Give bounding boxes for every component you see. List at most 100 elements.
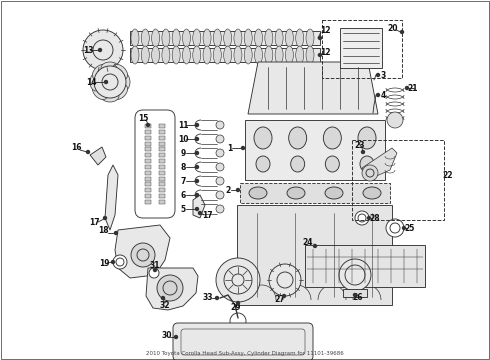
Bar [130,31,320,45]
Circle shape [104,81,107,84]
Ellipse shape [325,156,340,172]
Circle shape [339,259,371,291]
Bar [159,153,165,157]
Ellipse shape [265,46,273,64]
Bar [245,120,385,180]
Text: 2010 Toyota Corolla Head Sub-Assy, Cylinder Diagram for 11101-39686: 2010 Toyota Corolla Head Sub-Assy, Cylin… [146,351,344,356]
Circle shape [103,216,106,220]
Bar [145,177,151,181]
Ellipse shape [93,84,108,100]
Text: 9: 9 [180,149,186,158]
Bar [159,171,165,175]
Text: 17: 17 [202,211,212,220]
Bar [145,159,151,163]
Ellipse shape [244,29,252,47]
Bar [159,194,165,198]
FancyBboxPatch shape [173,323,313,360]
Polygon shape [248,62,378,114]
Circle shape [362,165,378,181]
Bar [159,188,165,192]
Circle shape [196,138,198,140]
Circle shape [362,150,365,153]
Ellipse shape [256,156,270,172]
Text: 29: 29 [231,302,241,311]
Ellipse shape [101,90,119,102]
Text: 33: 33 [203,293,213,302]
Text: 12: 12 [320,26,330,35]
Ellipse shape [90,73,102,91]
Bar [352,140,444,220]
Ellipse shape [151,29,160,47]
Text: 26: 26 [353,293,363,302]
Polygon shape [193,195,205,218]
Bar [322,20,402,78]
Bar [145,194,151,198]
Bar [159,183,165,186]
Text: 30: 30 [162,330,172,339]
Ellipse shape [254,127,272,149]
Text: 23: 23 [355,140,365,149]
Polygon shape [362,148,397,178]
Ellipse shape [141,46,149,64]
Ellipse shape [289,127,307,149]
Ellipse shape [182,46,191,64]
Text: 18: 18 [98,225,108,234]
Ellipse shape [101,62,119,74]
Circle shape [318,54,321,57]
Circle shape [386,219,404,237]
Bar [237,205,392,305]
Text: 19: 19 [99,258,109,267]
Ellipse shape [291,156,305,172]
Ellipse shape [275,46,283,64]
Circle shape [147,123,149,126]
Circle shape [230,313,246,329]
Text: 31: 31 [150,261,160,270]
Ellipse shape [306,29,314,47]
Bar [145,141,151,145]
Circle shape [196,180,198,183]
Ellipse shape [203,29,211,47]
Ellipse shape [234,46,242,64]
Text: 27: 27 [275,296,285,305]
Bar [159,141,165,145]
Circle shape [174,336,177,338]
Text: 7: 7 [180,176,186,185]
Circle shape [94,66,126,98]
Circle shape [283,294,286,297]
Bar [305,245,425,287]
Text: 32: 32 [160,301,170,310]
Ellipse shape [93,64,108,80]
Bar [145,200,151,204]
Circle shape [149,268,159,278]
Ellipse shape [363,187,381,199]
Ellipse shape [287,187,305,199]
Text: 10: 10 [178,135,188,144]
Circle shape [83,30,123,70]
Circle shape [196,207,198,211]
Circle shape [157,275,183,301]
Circle shape [406,86,409,90]
Circle shape [98,49,101,51]
Text: 8: 8 [180,162,186,171]
Circle shape [216,135,224,143]
Ellipse shape [223,29,232,47]
Polygon shape [115,225,170,278]
Circle shape [376,94,379,96]
Ellipse shape [193,29,201,47]
Bar [343,289,367,297]
Bar [240,183,390,203]
Text: 24: 24 [303,238,313,247]
Ellipse shape [249,187,267,199]
Ellipse shape [244,46,252,64]
Bar [145,124,151,128]
Ellipse shape [193,46,201,64]
Ellipse shape [141,29,149,47]
Circle shape [237,189,240,192]
Text: 6: 6 [180,190,186,199]
Text: 13: 13 [83,45,93,54]
Ellipse shape [112,84,127,100]
Bar [145,188,151,192]
Text: 16: 16 [71,143,81,152]
Ellipse shape [151,46,160,64]
Ellipse shape [254,29,263,47]
